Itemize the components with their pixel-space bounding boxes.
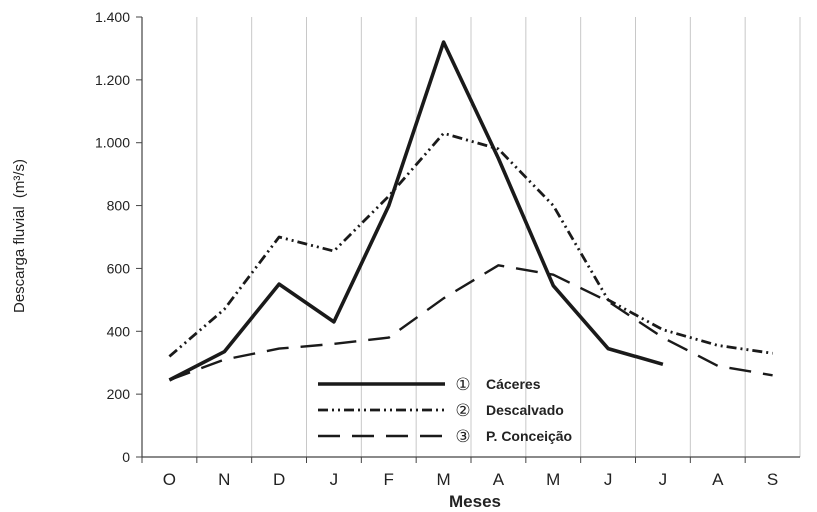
y-tick-label: 1.000 xyxy=(95,135,130,151)
y-tick-label: 800 xyxy=(107,198,131,214)
legend-marker-3: ③ xyxy=(455,427,470,446)
x-tick-label: N xyxy=(218,470,230,489)
y-tick-label: 600 xyxy=(107,260,131,276)
grid-lines xyxy=(196,17,801,457)
legend-marker-1: ① xyxy=(455,375,470,394)
series-line-1 xyxy=(168,40,664,382)
x-tick-label: A xyxy=(493,470,505,489)
x-tick-label: O xyxy=(163,470,176,489)
x-tick-label: J xyxy=(659,470,668,489)
axes xyxy=(136,16,800,463)
x-tick-label: F xyxy=(384,470,394,489)
x-tick-label: M xyxy=(436,470,450,489)
y-axis-label: Descarga fluvial (m³/s) xyxy=(11,159,28,313)
legend-marker-2: ② xyxy=(455,401,470,420)
series-lines xyxy=(168,40,773,382)
x-tick-label: J xyxy=(330,470,339,489)
legend-label-3: P. Conceição xyxy=(486,428,572,444)
y-tick-labels: 0 200 400 600 800 1.000 1.200 1.400 xyxy=(95,9,130,465)
x-tick-label: D xyxy=(273,470,285,489)
y-axis-label-unit: (m³/s) xyxy=(11,159,28,198)
y-tick-label: 400 xyxy=(107,323,131,339)
y-axis-label-text: Descarga fluvial xyxy=(11,206,28,313)
y-tick-label: 0 xyxy=(122,449,130,465)
legend-label-2: Descalvado xyxy=(486,402,564,418)
x-tick-label: S xyxy=(767,470,778,489)
legend-label-1: Cáceres xyxy=(486,376,541,392)
series-line-2 xyxy=(168,131,773,358)
y-tick-label: 200 xyxy=(107,386,131,402)
y-tick-label: 1.200 xyxy=(95,72,130,88)
x-tick-label: M xyxy=(546,470,560,489)
y-tick-label: 1.400 xyxy=(95,9,130,25)
legend: ① Cáceres ② Descalvado ③ P. Conceição xyxy=(318,375,572,446)
series-line-3 xyxy=(168,264,773,382)
x-axis-label: Meses xyxy=(449,492,501,511)
x-tick-label: J xyxy=(604,470,613,489)
x-tick-label: A xyxy=(712,470,724,489)
